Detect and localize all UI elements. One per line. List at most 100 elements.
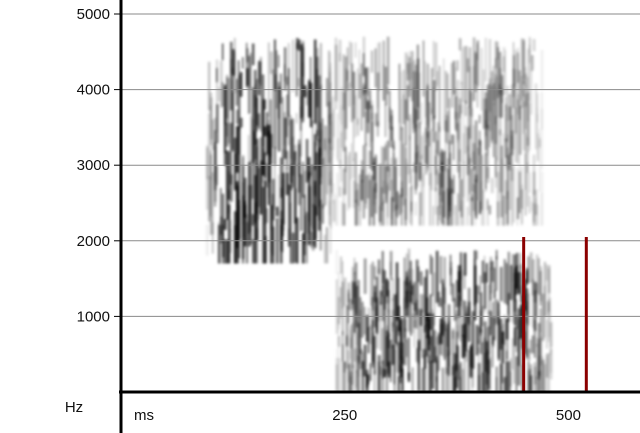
energy-streak <box>254 84 257 108</box>
energy-streak <box>348 41 351 65</box>
energy-streak <box>501 331 505 364</box>
energy-streak <box>518 106 522 155</box>
energy-streak <box>355 370 358 392</box>
energy-streak <box>435 356 438 382</box>
energy-streak <box>500 88 503 118</box>
energy-streak <box>234 37 236 79</box>
energy-streak <box>490 71 494 141</box>
energy-streak <box>433 272 436 326</box>
energy-streak <box>280 157 283 198</box>
energy-streak <box>371 297 374 332</box>
energy-region-1 <box>206 37 333 264</box>
energy-streak <box>278 54 280 68</box>
energy-streak <box>230 174 233 202</box>
energy-streak <box>272 178 275 221</box>
energy-streak <box>460 179 463 218</box>
energy-streak <box>439 256 443 284</box>
energy-streak <box>270 51 273 74</box>
energy-streak <box>274 147 276 166</box>
energy-streak <box>292 136 294 176</box>
energy-streak <box>222 82 224 107</box>
energy-streak <box>436 140 439 154</box>
energy-streak <box>422 40 425 97</box>
energy-streak <box>216 59 218 133</box>
energy-streak <box>338 187 342 197</box>
energy-streak <box>402 94 405 125</box>
energy-streak <box>534 189 538 215</box>
energy-streak <box>488 205 491 215</box>
energy-streak <box>341 261 344 309</box>
energy-streak <box>428 172 432 226</box>
energy-streak <box>502 164 505 198</box>
energy-streak <box>534 83 538 150</box>
energy-streak <box>338 119 341 188</box>
energy-streak <box>426 130 429 172</box>
energy-streak <box>547 268 550 317</box>
energy-streak <box>429 336 432 363</box>
energy-streak <box>503 377 506 392</box>
energy-streak <box>294 188 297 263</box>
energy-streak <box>482 98 485 129</box>
energy-streak <box>264 99 266 110</box>
energy-streak <box>278 174 280 220</box>
energy-streak <box>503 314 506 345</box>
energy-streak <box>393 294 397 344</box>
energy-streak <box>282 223 284 237</box>
energy-streak <box>388 165 391 191</box>
energy-streak <box>336 113 339 160</box>
energy-streak <box>504 104 508 142</box>
energy-streak <box>224 84 227 125</box>
energy-streak <box>515 265 518 289</box>
energy-streak <box>322 204 324 224</box>
energy-streak <box>478 114 481 124</box>
energy-streak <box>494 116 497 178</box>
energy-streak <box>466 127 470 176</box>
energy-streak <box>417 308 420 360</box>
energy-streak <box>490 177 494 194</box>
energy-streak <box>434 155 437 192</box>
energy-streak <box>417 339 420 392</box>
energy-streak <box>304 194 306 256</box>
energy-streak <box>379 302 382 351</box>
energy-streak <box>475 285 479 304</box>
energy-streak <box>370 175 374 218</box>
energy-streak <box>422 132 425 187</box>
energy-streak <box>479 310 482 336</box>
energy-streak <box>374 154 377 193</box>
energy-streak <box>486 200 489 226</box>
energy-streak <box>408 187 411 224</box>
energy-streak <box>364 143 367 204</box>
energy-streak <box>524 153 527 216</box>
energy-streak <box>528 36 531 63</box>
energy-streak <box>381 284 384 297</box>
energy-streak <box>387 333 390 374</box>
energy-streak <box>518 155 521 199</box>
energy-streak <box>535 343 539 379</box>
energy-streak <box>212 172 214 254</box>
energy-streak <box>330 147 333 197</box>
energy-streak <box>438 65 441 132</box>
energy-streak <box>443 287 446 332</box>
energy-streak <box>496 47 500 99</box>
energy-streak <box>302 233 305 264</box>
energy-streak <box>354 95 357 138</box>
energy-streak <box>428 131 431 186</box>
energy-streak <box>264 126 267 137</box>
energy-streak <box>431 257 434 296</box>
energy-streak <box>435 336 439 374</box>
axes <box>114 0 640 433</box>
energy-streak <box>519 304 523 339</box>
energy-streak <box>476 147 480 201</box>
energy-streak <box>353 348 357 362</box>
energy-streak <box>363 306 366 335</box>
energy-streak <box>517 272 521 294</box>
energy-streak <box>344 146 347 173</box>
energy-streak <box>494 58 498 69</box>
energy-streak <box>454 205 457 226</box>
energy-streak <box>368 150 371 169</box>
energy-streak <box>531 259 535 296</box>
energy-streak <box>463 252 467 276</box>
energy-streak <box>485 263 488 283</box>
energy-streak <box>462 104 465 163</box>
energy-streak <box>527 348 531 361</box>
